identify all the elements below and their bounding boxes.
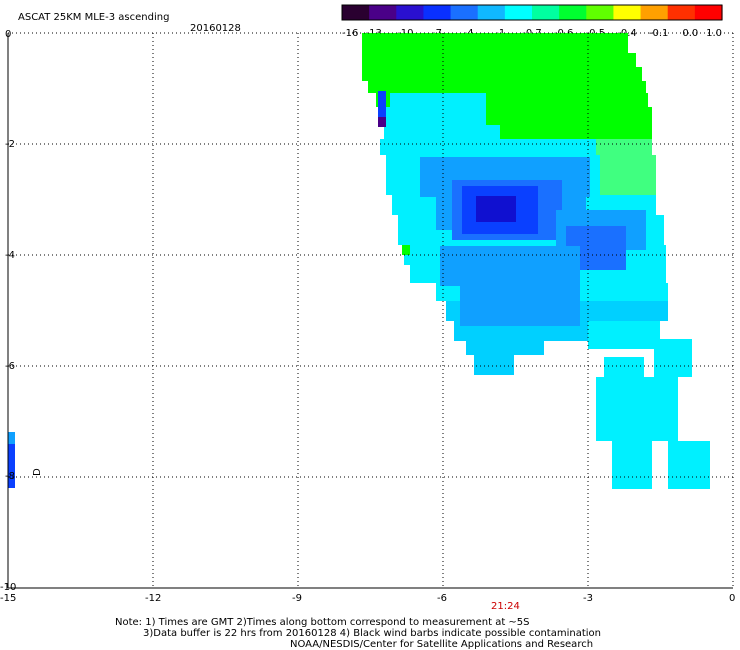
swath-cell <box>600 155 656 195</box>
note-line-3: NOAA/NESDIS/Center for Satellite Applica… <box>290 639 593 650</box>
map-date: 20160128 <box>190 23 241 34</box>
swath-cell <box>612 441 652 489</box>
colorbar-segment <box>504 5 533 20</box>
colorbar-label: 1.0 <box>706 28 722 39</box>
x-tick-label: -12 <box>145 593 161 604</box>
x-axis-labels: -15 -12 -9 -6 -3 0 <box>0 593 735 604</box>
colorbar-border <box>341 4 723 21</box>
wind-swath <box>8 33 710 489</box>
swath-cell <box>466 341 544 355</box>
swath-cell <box>460 286 580 326</box>
x-tick-label: -15 <box>0 593 16 604</box>
swath-cell <box>362 33 628 53</box>
swath-cell <box>668 441 710 489</box>
y-tick-label: -6 <box>5 361 15 372</box>
plot-marker: D <box>32 468 43 476</box>
colorbar-label: -0.1 <box>649 28 669 39</box>
swath-cell <box>476 196 516 222</box>
swath-time-label: 21:24 <box>491 601 520 612</box>
colorbar-label: -16 <box>342 28 358 39</box>
y-tick-label: -4 <box>5 250 15 261</box>
colorbar-segment <box>613 5 642 20</box>
y-tick-label: -2 <box>5 139 15 150</box>
colorbar-segment <box>423 5 452 20</box>
colorbar-label: 0.0 <box>682 28 698 39</box>
swath-cell <box>8 432 15 444</box>
y-axis-labels: 0 -2 -4 -6 -8 -10 <box>0 29 16 593</box>
swath-cell <box>588 321 660 349</box>
colorbar-segment <box>586 5 615 20</box>
swath-cell <box>8 444 15 488</box>
swath-cell <box>402 245 410 255</box>
x-tick-label: -6 <box>437 593 447 604</box>
x-tick-label: 0 <box>729 593 735 604</box>
swath-cell <box>368 81 646 93</box>
colorbar-segment <box>477 5 506 20</box>
colorbar-segment <box>450 5 479 20</box>
colorbar-segment <box>342 5 370 20</box>
swath-cell <box>596 139 652 155</box>
swath-cell <box>386 107 486 125</box>
swath-cell <box>486 107 652 125</box>
swath-cell <box>362 67 642 81</box>
colorbar-segment <box>559 5 587 20</box>
swath-cell <box>654 339 692 377</box>
swath-cell <box>384 125 500 139</box>
x-tick-label: -9 <box>292 593 302 604</box>
x-tick-label: -3 <box>583 593 593 604</box>
y-tick-label: -8 <box>5 471 15 482</box>
map-title: ASCAT 25KM MLE-3 ascending <box>18 12 169 23</box>
swath-cell <box>390 93 486 107</box>
swath-cell <box>378 91 386 117</box>
y-tick-label: -10 <box>0 582 16 593</box>
note-line-2: 3)Data buffer is 22 hrs from 20160128 4)… <box>143 628 601 639</box>
swath-cell <box>378 117 386 127</box>
swath-cell <box>380 139 596 155</box>
swath-cell <box>596 377 678 441</box>
colorbar-segment <box>369 5 397 20</box>
colorbar-segment <box>694 5 723 20</box>
colorbar-segment <box>667 5 696 20</box>
note-line-1: Note: 1) Times are GMT 2)Times along bot… <box>115 617 530 628</box>
y-tick-label: 0 <box>5 29 11 40</box>
swath-cell <box>362 53 636 67</box>
colorbar <box>341 4 723 21</box>
swath-cell <box>500 125 652 139</box>
colorbar-segment <box>532 5 560 20</box>
colorbar-segment <box>640 5 669 20</box>
lat-lon-grid <box>7 32 734 589</box>
colorbar-segment <box>396 5 425 20</box>
swath-cell <box>474 355 514 375</box>
swath-cell <box>440 246 580 286</box>
